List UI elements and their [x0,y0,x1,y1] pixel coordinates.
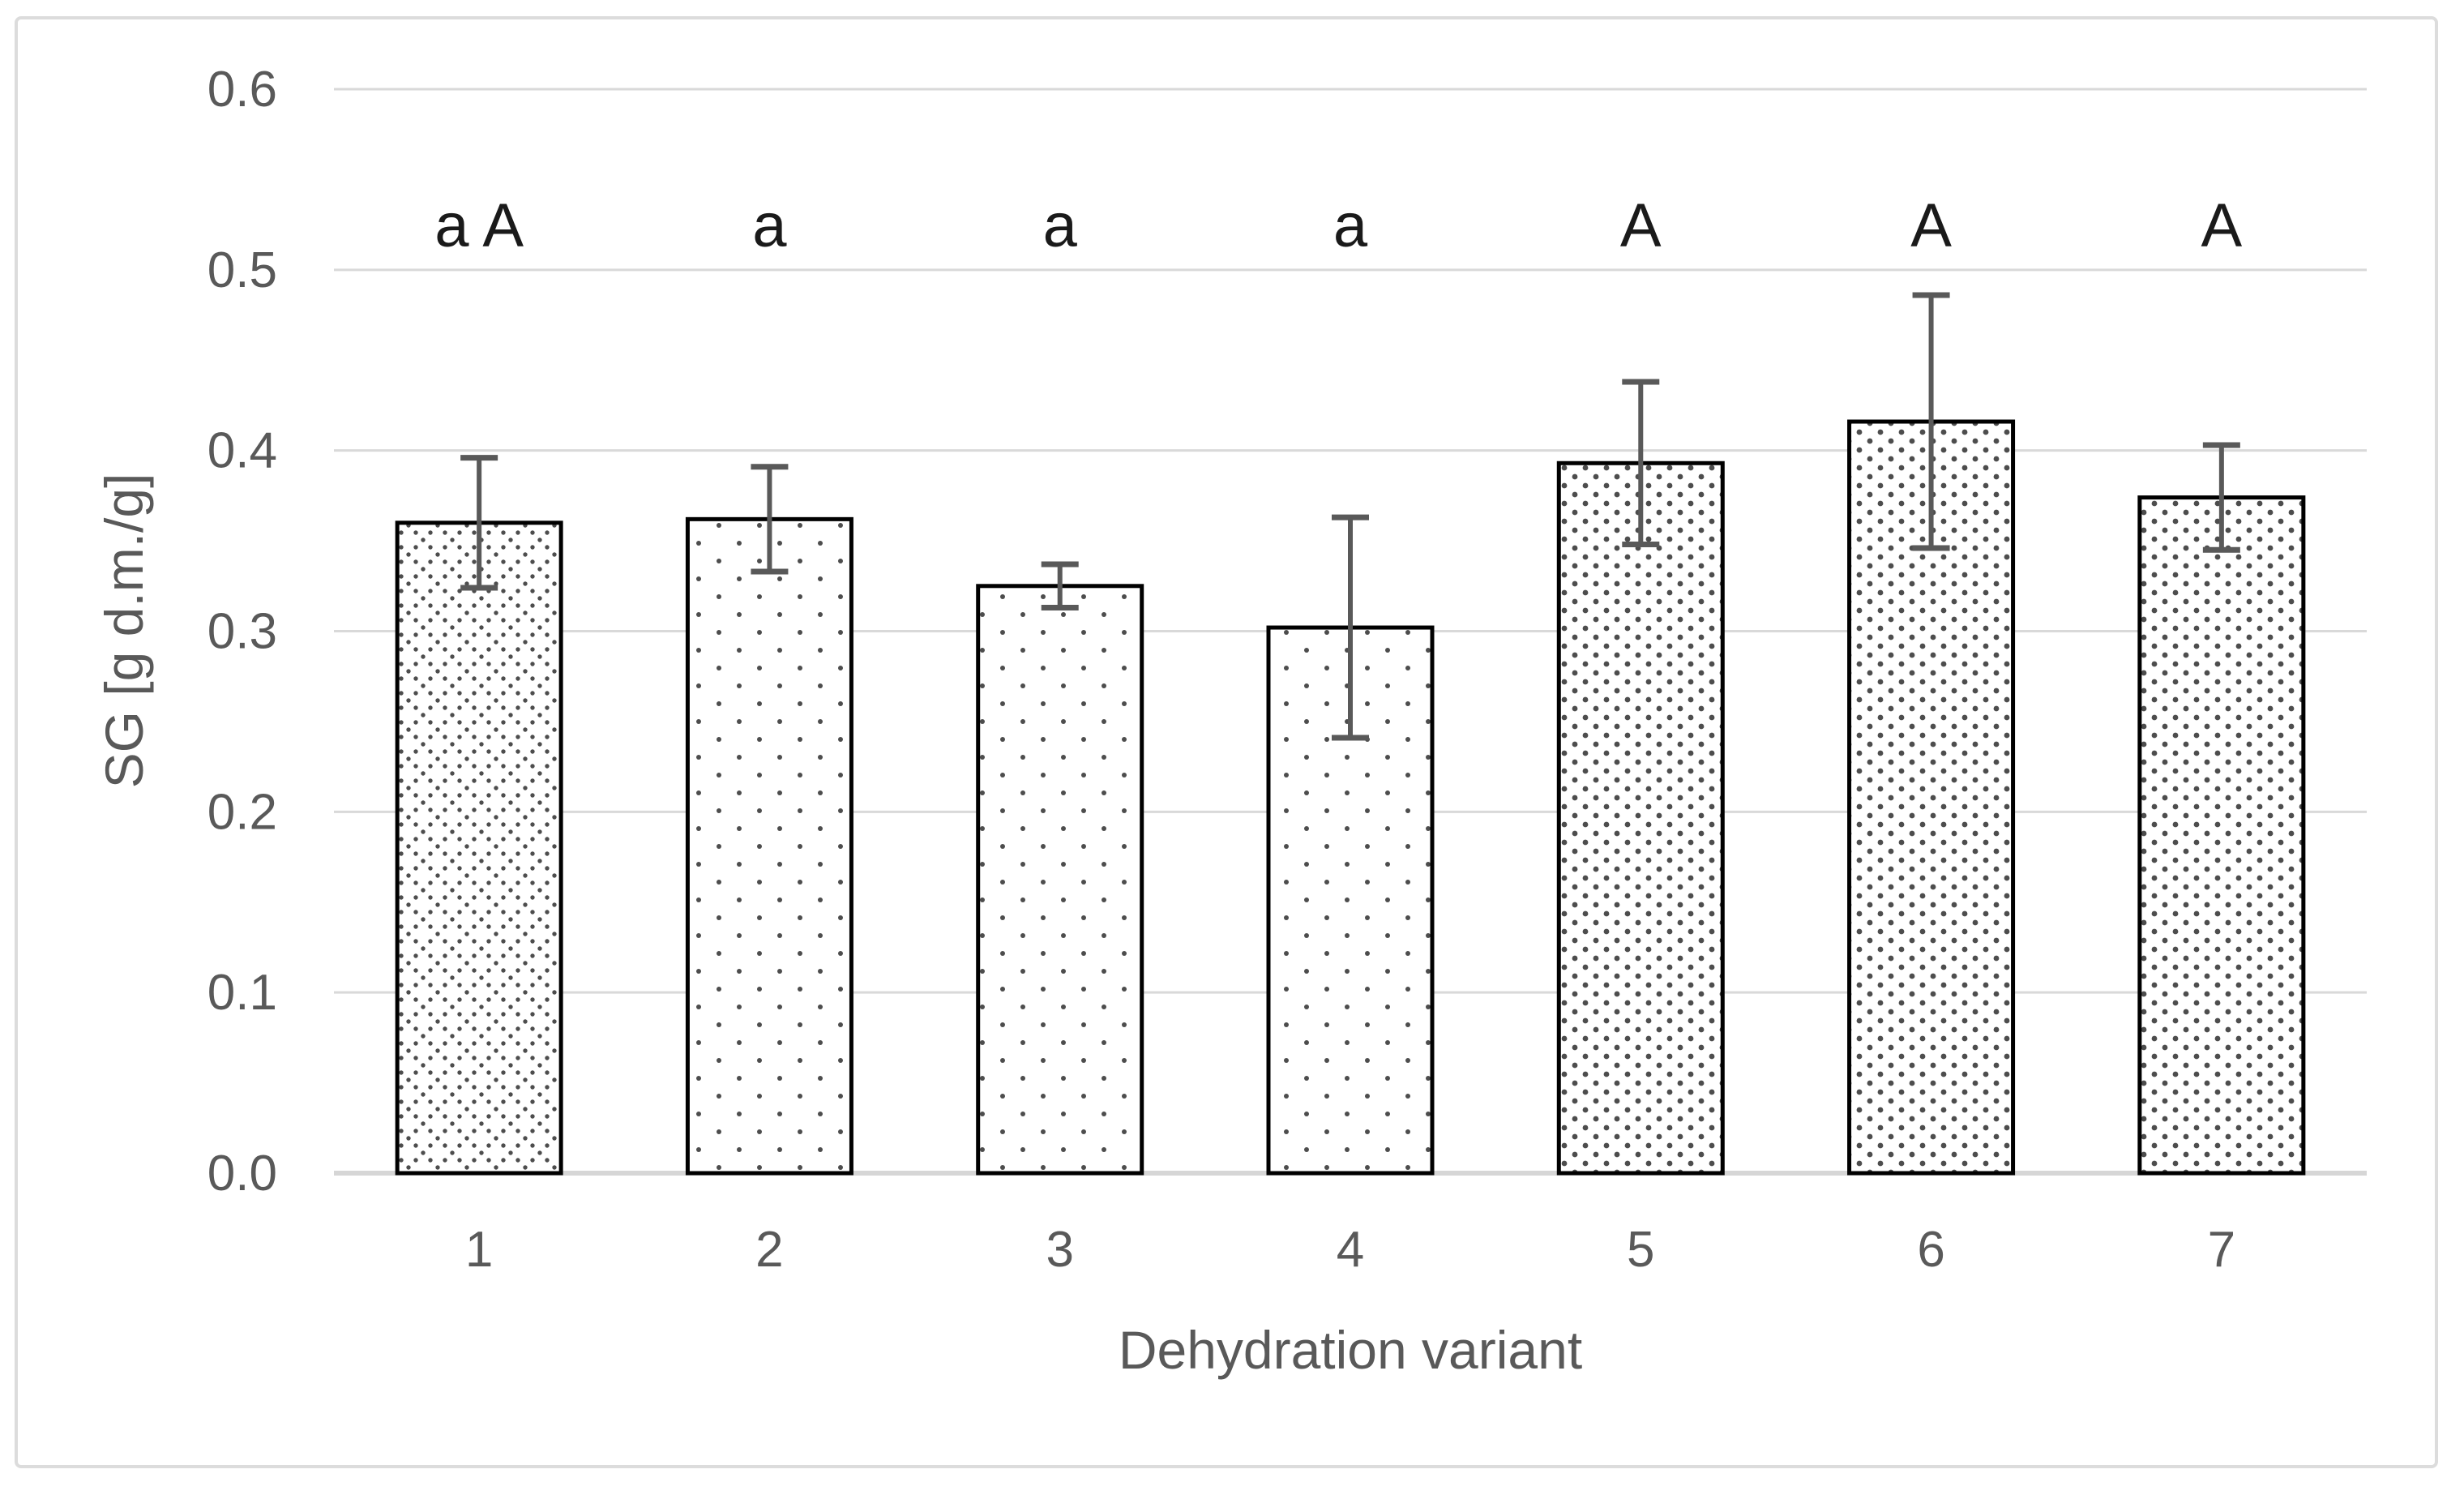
y-axis-title: SG [g d.m./g] [94,473,154,789]
bars [395,419,2306,1176]
error-bars [460,292,2240,741]
significance-letter: A [2201,191,2243,260]
bar [1556,460,1725,1176]
x-axis-title: Dehydration variant [1119,1320,1582,1380]
y-tick-label: 0.6 [207,62,277,118]
y-tick-label: 0.1 [207,965,277,1021]
x-category-label: 6 [1917,1222,1944,1278]
bar [395,520,563,1176]
significance-letter: A [1620,191,1662,260]
x-category-label: 2 [755,1222,783,1278]
bar [2137,495,2306,1176]
significance-letter: a [752,191,787,260]
x-category-label: 1 [465,1222,493,1278]
bar [976,584,1144,1176]
x-category-label: 4 [1337,1222,1364,1278]
significance-letter: A [1910,191,1952,260]
y-tick-label: 0.3 [207,604,277,660]
y-tick-label: 0.0 [207,1146,277,1202]
bar [685,516,853,1176]
significance-letter: a [1333,191,1368,260]
x-category-label: 7 [2208,1222,2235,1278]
significance-letter: a [1043,191,1078,260]
y-axis-tick-labels: 0.0 0.1 0.2 0.3 0.4 0.5 0.6 [207,62,277,1202]
y-tick-label: 0.4 [207,423,277,479]
x-axis-category-labels: 1 2 3 4 5 6 7 [465,1222,2235,1278]
significance-letter: a A [434,191,524,260]
y-tick-label: 0.2 [207,784,277,840]
x-category-label: 3 [1046,1222,1073,1278]
y-tick-label: 0.5 [207,242,277,298]
x-category-label: 5 [1627,1222,1654,1278]
